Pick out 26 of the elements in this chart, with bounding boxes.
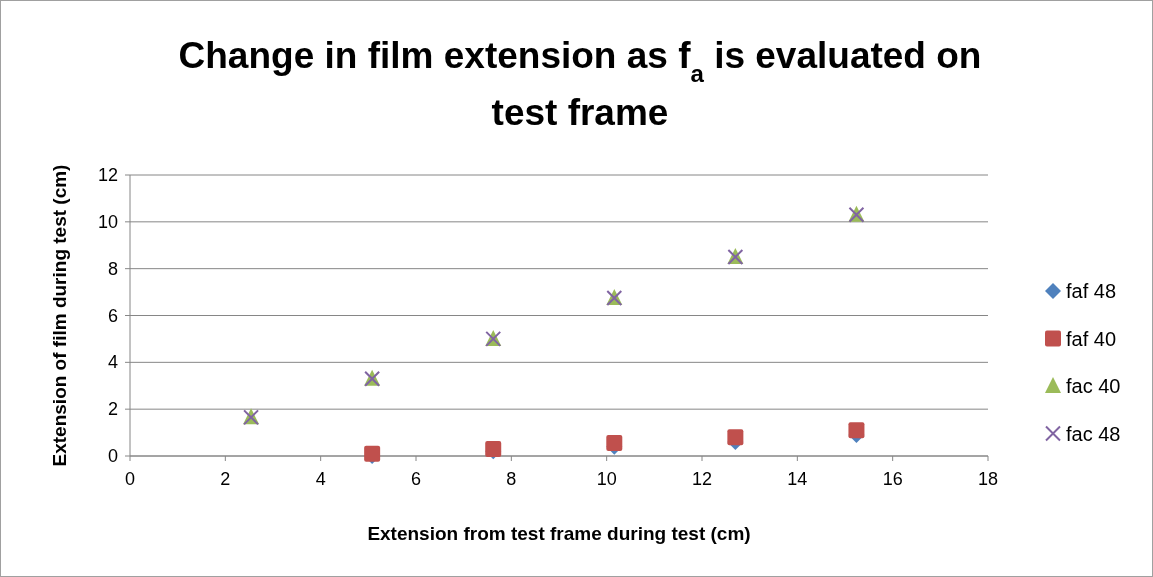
- x-tick-label: 16: [882, 469, 903, 489]
- x-tick-label: 18: [977, 469, 999, 489]
- x-tick-label: 8: [506, 469, 517, 489]
- y-tick-label: 12: [97, 165, 118, 185]
- point: [848, 422, 865, 439]
- chart-title: Change in film extension as f$_{a}$ is evaluated on test frame: [178, 35, 982, 133]
- legend-label: fac 40: [1066, 375, 1121, 397]
- x-tick-label: 4: [315, 469, 326, 489]
- x-tick-label: 6: [410, 469, 422, 489]
- y-axis-title: Extension of film during test (cm): [49, 164, 70, 467]
- x-axis-title: Extension from test frame during test (cm): [367, 523, 751, 544]
- point: [727, 429, 744, 446]
- x-tick-label: 2: [220, 469, 231, 489]
- y-tick-label: 10: [97, 211, 118, 232]
- y-tick-label: 2: [107, 399, 118, 420]
- y-tick-label: 0: [107, 446, 118, 466]
- legend-label: fac 48: [1066, 422, 1121, 445]
- y-tick-label: 8: [107, 258, 118, 279]
- x-tick-label: 0: [124, 469, 136, 489]
- y-tick-label: 6: [107, 305, 118, 326]
- legend-label: faf 40: [1066, 327, 1117, 350]
- x-tick-label: 12: [691, 469, 713, 489]
- legend-label: faf 48: [1066, 280, 1117, 302]
- x-tick-label: 14: [787, 469, 808, 489]
- x-tick-label: 10: [596, 469, 617, 489]
- y-tick-label: 4: [107, 352, 118, 373]
